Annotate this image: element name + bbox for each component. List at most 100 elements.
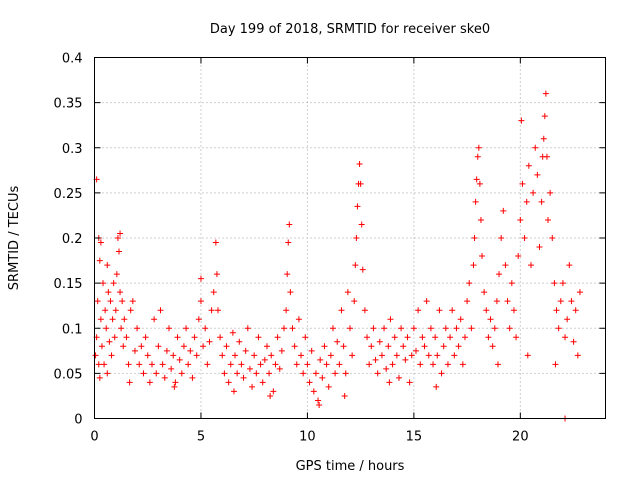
data-point [562, 334, 569, 341]
data-point [293, 361, 300, 368]
x-tick-label: 0 [90, 430, 98, 445]
data-point [342, 370, 349, 377]
data-point [107, 298, 114, 305]
data-point [536, 244, 543, 251]
data-point [547, 189, 554, 196]
data-point [97, 316, 104, 323]
data-point [400, 343, 407, 350]
data-point [444, 361, 451, 368]
data-point [174, 334, 181, 341]
data-point [119, 298, 126, 305]
data-point [185, 361, 192, 368]
data-point [489, 343, 496, 350]
data-point [219, 352, 226, 359]
y-tick-label: 0.2 [62, 232, 83, 247]
data-point [138, 343, 145, 350]
data-point [180, 343, 187, 350]
data-point [468, 325, 475, 332]
data-point [329, 325, 336, 332]
data-point [440, 343, 447, 350]
data-point [121, 316, 128, 323]
data-point [368, 343, 375, 350]
data-point [287, 289, 294, 296]
x-tick-label: 10 [299, 430, 316, 445]
data-point [106, 338, 113, 345]
data-point [117, 230, 124, 237]
data-point [191, 334, 198, 341]
data-point [524, 352, 531, 359]
data-point [357, 180, 364, 187]
data-point [473, 176, 480, 183]
data-point [321, 343, 328, 350]
data-point [553, 307, 560, 314]
data-point [477, 216, 484, 223]
data-point [123, 334, 130, 341]
data-point [421, 343, 428, 350]
data-point [291, 343, 298, 350]
data-point [344, 289, 351, 296]
data-point [96, 257, 103, 264]
x-tick: 15 [406, 57, 422, 445]
data-point [103, 325, 110, 332]
data-point [144, 352, 151, 359]
data-point [113, 271, 120, 278]
data-point [129, 298, 136, 305]
data-point [356, 160, 363, 167]
data-point [491, 325, 498, 332]
data-point [197, 298, 204, 305]
data-point [504, 298, 511, 305]
data-point [238, 361, 245, 368]
data-point [278, 347, 285, 354]
y-tick-label: 0.15 [54, 277, 83, 292]
y-tick: 0.2 [62, 232, 606, 247]
data-point [551, 280, 558, 287]
data-point [433, 383, 440, 390]
data-point [230, 388, 237, 395]
data-point [227, 361, 234, 368]
data-point [266, 370, 273, 377]
data-point [349, 352, 356, 359]
data-point [317, 356, 324, 363]
data-point [402, 356, 409, 363]
data-point [483, 307, 490, 314]
data-point [126, 379, 133, 386]
data-point [178, 370, 185, 377]
y-tick-label: 0.3 [62, 142, 83, 157]
data-point [464, 298, 471, 305]
data-point [378, 352, 385, 359]
data-point [102, 307, 109, 314]
data-point [427, 325, 434, 332]
data-point [286, 221, 293, 228]
data-point [410, 325, 417, 332]
y-tick: 0.35 [54, 97, 606, 112]
data-point [283, 307, 290, 314]
data-point [195, 316, 202, 323]
data-point [340, 343, 347, 350]
x-tick: 5 [197, 57, 205, 445]
data-point [268, 352, 275, 359]
data-point [461, 334, 468, 341]
data-point [96, 374, 103, 381]
data-point [115, 248, 122, 255]
data-point [517, 216, 524, 223]
data-point [543, 153, 550, 160]
data-point [493, 298, 500, 305]
data-point [284, 271, 291, 278]
data-point [183, 325, 190, 332]
data-point [521, 235, 528, 241]
data-point [540, 135, 547, 142]
y-axis: 0 0.05 0.1 0.15 0.2 0.25 0.3 0.35 0.4 [54, 52, 606, 428]
data-point [276, 365, 283, 372]
data-point [538, 198, 545, 205]
data-point [527, 262, 534, 269]
data-point [131, 347, 138, 354]
data-point [406, 379, 413, 386]
data-point [404, 334, 411, 341]
y-tick-label: 0.1 [62, 322, 83, 337]
data-point [105, 289, 112, 296]
data-point [347, 325, 353, 332]
x-tick: 20 [512, 57, 529, 445]
data-point [408, 352, 415, 359]
data-point [523, 198, 530, 205]
data-point [127, 307, 134, 314]
